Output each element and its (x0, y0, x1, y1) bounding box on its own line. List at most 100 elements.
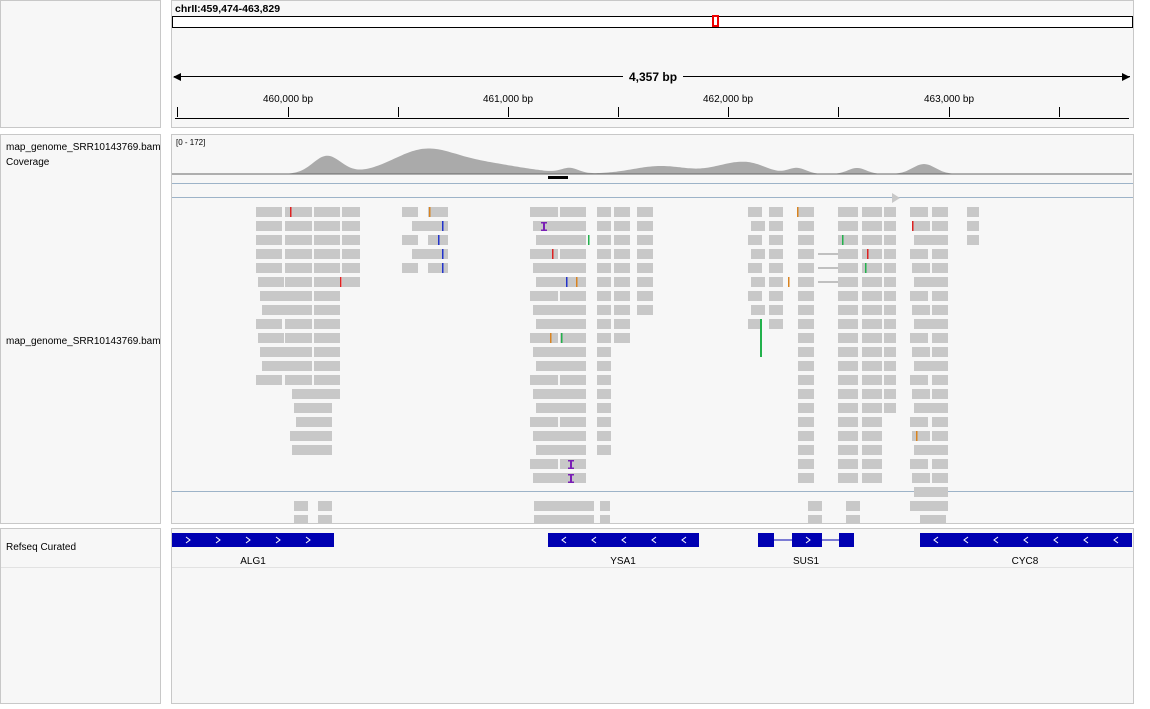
aligned-read (769, 277, 783, 287)
aligned-read (914, 235, 932, 245)
aligned-read (342, 249, 360, 259)
gene-label-cyc8[interactable]: CYC8 (1011, 556, 1039, 567)
aligned-read (914, 361, 932, 371)
strand-chevron-icon (963, 536, 969, 544)
ruler-tick-label: 463,000 bp (923, 94, 975, 105)
aligned-read (597, 319, 611, 329)
alignment-canvas[interactable] (172, 135, 1133, 523)
aligned-read (314, 291, 340, 301)
aligned-read (258, 277, 284, 287)
mismatch-mark (788, 277, 790, 287)
mismatch-mark (588, 235, 590, 245)
coverage-track-name[interactable]: map_genome_SRR10143769.bam Coverage (6, 142, 161, 168)
aligned-read (862, 333, 882, 343)
aligned-read (798, 277, 814, 287)
gene-exon (920, 533, 1132, 547)
aligned-read (932, 249, 948, 259)
alignment-data-panel[interactable]: [0 - 172] (171, 134, 1134, 524)
aligned-read (536, 235, 564, 245)
aligned-read (932, 263, 948, 273)
aligned-read (256, 375, 282, 385)
ruler-tick-label: 460,000 bp (262, 94, 314, 105)
aligned-read (314, 235, 340, 245)
aligned-read (560, 431, 586, 441)
aligned-read (262, 305, 288, 315)
ruler-tick (838, 107, 839, 117)
aligned-read (560, 305, 586, 315)
aligned-read (798, 207, 814, 217)
ruler-tick (728, 107, 729, 117)
gene-exon (172, 533, 334, 547)
mismatch-mark (760, 319, 762, 357)
aligned-read (838, 459, 858, 469)
aligned-read (798, 263, 814, 273)
aligned-read (838, 221, 858, 231)
gene-track-canvas[interactable] (172, 529, 1133, 569)
aligned-read (533, 305, 561, 315)
gene-label-sus1[interactable]: SUS1 (792, 556, 820, 567)
mismatch-mark (566, 277, 568, 287)
refseq-track-name[interactable]: Refseq Curated (6, 542, 77, 553)
aligned-read (597, 431, 611, 441)
gene-label-ysa1[interactable]: YSA1 (610, 556, 636, 567)
ruler-tick (949, 107, 950, 117)
refseq-data-panel[interactable] (171, 528, 1134, 704)
aligned-read (530, 417, 558, 427)
aligned-read (862, 347, 882, 357)
aligned-read (932, 389, 948, 399)
aligned-read (932, 375, 948, 385)
aligned-read (862, 263, 882, 273)
aligned-read (314, 221, 340, 231)
aligned-read (862, 417, 882, 427)
ruler-line (175, 118, 1129, 119)
current-region-marker[interactable] (712, 15, 719, 27)
aligned-read (910, 501, 928, 511)
aligned-read (285, 263, 312, 273)
aligned-read (560, 473, 586, 483)
aligned-read (808, 515, 822, 523)
aligned-read (910, 333, 928, 343)
aligned-read (342, 277, 360, 287)
aligned-read (748, 235, 762, 245)
aligned-read (560, 277, 586, 287)
strand-chevron-icon (215, 536, 221, 544)
aligned-read (769, 319, 783, 329)
refseq-name-panel: Refseq Curated (0, 528, 161, 704)
aligned-read (884, 389, 896, 399)
track-separator (172, 197, 1133, 198)
aligned-read (285, 291, 312, 301)
aligned-read (748, 291, 762, 301)
aligned-read (614, 249, 630, 259)
aligned-read (932, 319, 948, 329)
aligned-read (769, 207, 783, 217)
aligned-read (862, 235, 882, 245)
alignment-track-name[interactable]: map_genome_SRR10143769.bam (6, 336, 161, 347)
aligned-read (536, 319, 564, 329)
aligned-read (597, 403, 611, 413)
aligned-read (530, 207, 558, 217)
aligned-read (285, 347, 312, 357)
aligned-read (285, 207, 312, 217)
aligned-read (305, 403, 332, 413)
aligned-read (530, 333, 558, 343)
aligned-read (597, 445, 611, 455)
aligned-read (798, 431, 814, 441)
chromosome-ideogram[interactable] (172, 15, 1133, 28)
aligned-read (910, 417, 928, 427)
aligned-read (285, 333, 312, 343)
gene-exon (792, 533, 822, 547)
aligned-read (597, 249, 611, 259)
aligned-read (798, 333, 814, 343)
aligned-read (884, 249, 896, 259)
aligned-read (932, 417, 948, 427)
aligned-read (910, 375, 928, 385)
aligned-read (256, 207, 282, 217)
aligned-read (614, 277, 630, 287)
aligned-read (884, 277, 896, 287)
aligned-read (597, 291, 611, 301)
aligned-read (914, 277, 932, 287)
aligned-read (597, 305, 611, 315)
gene-label-alg1[interactable]: ALG1 (240, 556, 266, 567)
aligned-read (314, 389, 340, 399)
strand-chevron-icon (1053, 536, 1059, 544)
